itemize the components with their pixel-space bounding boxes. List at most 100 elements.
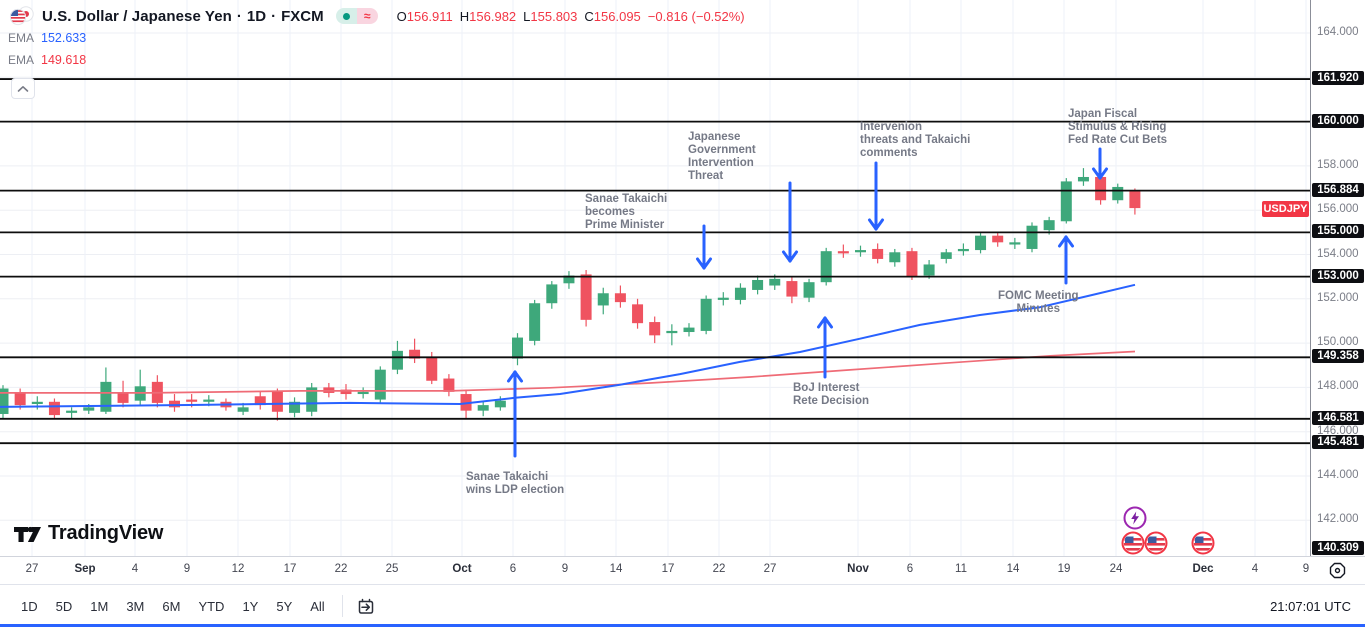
candle-body <box>340 389 352 395</box>
candle-body <box>1060 181 1072 222</box>
tradingview-logo-text: TradingView <box>48 522 164 544</box>
candle-body <box>306 387 318 412</box>
ema-fast-legend[interactable]: EMA 152.633 <box>8 27 745 48</box>
price-line-label: 149.358 <box>1312 349 1364 364</box>
candlestick-chart <box>0 0 1310 556</box>
annotation-boj-rate-decision: BoJ Interest Rete Decision <box>793 382 870 407</box>
range-button-5d[interactable]: 5D <box>49 594 80 619</box>
clock: 21:07:01 UTC <box>1270 598 1351 614</box>
time-axis-label: 9 <box>561 563 569 575</box>
time-axis-label: 9 <box>183 563 191 575</box>
range-button-1d[interactable]: 1D <box>14 594 45 619</box>
time-axis-label: 25 <box>385 563 399 575</box>
range-button-6m[interactable]: 6M <box>155 594 187 619</box>
candle-body <box>289 401 301 413</box>
symbol-title[interactable]: U.S. Dollar / Japanese Yen <box>42 7 232 25</box>
range-selector: 1D 5D 1M 3M 6M YTD 1Y 5Y All <box>14 594 332 619</box>
candle-body <box>666 330 678 334</box>
time-axis-label: Nov <box>847 563 869 575</box>
price-level-lines <box>0 78 1310 445</box>
range-button-ytd[interactable]: YTD <box>191 594 231 619</box>
price-axis-label: 154.000 <box>1317 247 1359 260</box>
interval-label[interactable]: 1D <box>246 7 267 25</box>
candle-body <box>889 252 901 263</box>
market-status-pill[interactable]: ≈ <box>335 8 378 24</box>
candle-body <box>48 401 60 416</box>
legend: U.S. Dollar / Japanese Yen · 1D · FXCM ≈… <box>8 6 745 70</box>
candle-body <box>546 284 558 304</box>
range-button-5y[interactable]: 5Y <box>269 594 299 619</box>
candle-body <box>271 391 283 412</box>
axis-corner[interactable] <box>1310 556 1365 584</box>
price-line-label: 153.000 <box>1312 268 1364 283</box>
time-axis-label: 27 <box>25 563 39 575</box>
candle-body <box>597 293 609 306</box>
range-button-all[interactable]: All <box>303 594 331 619</box>
ema-value: 149.618 <box>41 52 87 67</box>
candle-body <box>803 282 815 298</box>
candle-body <box>391 350 403 370</box>
time-axis-label: 4 <box>1251 563 1259 575</box>
ema-value: 152.633 <box>41 30 87 45</box>
candle-body <box>117 392 129 403</box>
us-economic-event-icon[interactable] <box>1144 531 1168 555</box>
ema-slow-legend[interactable]: EMA 149.618 <box>8 49 745 70</box>
candle-body <box>906 251 918 277</box>
time-axis-label: 22 <box>712 563 726 575</box>
time-axis-label: 14 <box>1006 563 1020 575</box>
candle-body <box>1043 220 1055 231</box>
calendar-icon <box>358 598 373 614</box>
chevron-up-icon <box>17 85 29 92</box>
ema-label: EMA <box>8 52 35 67</box>
us-economic-event-icon[interactable] <box>1121 531 1145 555</box>
candle-body <box>769 278 781 286</box>
ohlc-values: O156.911 H156.982 L155.803 C156.095 −0.816 (… <box>396 8 745 24</box>
candle-body <box>992 235 1004 243</box>
candle-body <box>563 275 575 284</box>
candle-body <box>820 251 832 283</box>
price-axis-label: 144.000 <box>1317 469 1359 481</box>
price-axis-label: 156.000 <box>1317 203 1359 216</box>
time-axis[interactable]: 27 Sep 4 9 12 17 22 25 Oct 6 9 14 17 22 27 Nov 6 11 14 19 24… <box>0 556 1310 584</box>
candle-body <box>855 250 866 253</box>
candle-body <box>169 400 180 408</box>
range-button-3m[interactable]: 3M <box>119 594 151 619</box>
candle-body <box>1129 190 1141 209</box>
market-open-dot-icon <box>335 8 357 24</box>
us-economic-event-icon[interactable] <box>1191 531 1215 555</box>
candle-body <box>477 405 489 411</box>
time-axis-label: 14 <box>609 563 623 575</box>
candle-body <box>700 298 712 331</box>
time-axis-label: Sep <box>74 563 96 575</box>
price-axis-label: 148.000 <box>1317 380 1359 393</box>
candles <box>0 168 1141 421</box>
time-axis-label: 24 <box>1109 563 1123 575</box>
candle-body <box>83 407 95 411</box>
range-button-1m[interactable]: 1M <box>83 594 115 619</box>
candle-body <box>1095 176 1107 201</box>
price-axis[interactable]: 164.000 158.000 156.000 154.000 152.000 150.0… <box>1310 0 1365 584</box>
price-axis-label: 150.000 <box>1317 336 1359 349</box>
tradingview-logo[interactable]: TradingView <box>14 522 163 545</box>
candle-body <box>786 281 798 297</box>
annotation-japan-fiscal-stimulus: Japan Fiscal Stimulus & Rising Fed Rate … <box>1068 108 1168 146</box>
separator: · <box>271 7 277 25</box>
annotation-fomc-minutes: FOMC Meeting Minutes <box>998 290 1079 315</box>
go-to-date-button[interactable] <box>353 594 380 619</box>
annotation-takaichi-ldp: Sanae Takaichi wins LDP election <box>466 471 565 496</box>
lightning-event-icon[interactable] <box>1123 506 1147 530</box>
chart-canvas[interactable]: Sanae Takaichi becomes Prime Minister Jap… <box>0 0 1310 556</box>
candle-body <box>14 392 26 406</box>
price-line-label: 145.481 <box>1312 435 1364 450</box>
price-line-label: 161.920 <box>1312 71 1364 86</box>
time-axis-label: 12 <box>231 563 245 575</box>
time-axis-label: 22 <box>334 563 348 575</box>
collapse-pane-button[interactable] <box>11 78 35 99</box>
candle-body <box>580 274 592 320</box>
range-button-1y[interactable]: 1Y <box>235 594 265 619</box>
candle-body <box>237 407 249 412</box>
bottom-toolbar: 1D 5D 1M 3M 6M YTD 1Y 5Y All 21:07:01 UTC <box>0 584 1365 627</box>
ema-slow-line <box>0 350 1136 394</box>
candle-body <box>0 388 9 414</box>
time-axis-label: Dec <box>1192 563 1214 575</box>
